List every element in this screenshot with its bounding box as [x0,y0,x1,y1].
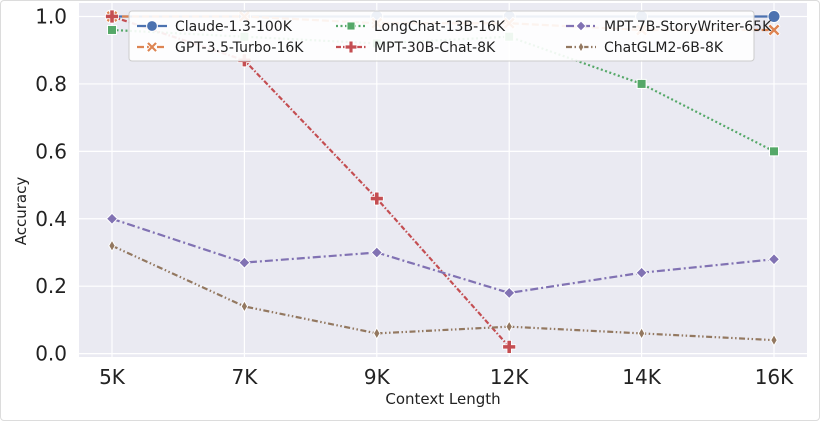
y-tick-label: 0.4 [35,207,67,231]
legend-label: Claude-1.3-100K [175,19,293,35]
legend: Claude-1.3-100K GPT-3.5-Turbo-16K LongChat… [128,10,772,62]
y-tick-label: 1.0 [35,4,67,28]
series-line [111,15,511,348]
legend-item: GPT-3.5-Turbo-16K [137,40,304,56]
legend-item: MPT-7B-StoryWriter-65K [566,19,772,35]
legend-marker [146,20,158,32]
series-chatglm2-6b-8k [108,239,778,347]
data-point [369,191,384,206]
data-point [770,333,778,347]
series-line [111,244,775,342]
y-tick-label: 0.8 [35,72,67,96]
y-tick-label: 0.2 [35,274,67,298]
legend-item: LongChat-13B-16K [336,19,506,35]
x-tick-labels: 5K 7K 9K 12K 14K 16K [99,365,794,389]
legend-item: Claude-1.3-100K [137,19,293,35]
data-point [769,146,779,157]
x-tick-label: 9K [364,365,391,389]
legend-label: MPT-7B-StoryWriter-65K [604,19,772,35]
data-point [505,320,513,334]
x-tick-label: 5K [99,365,126,389]
data-point [502,339,517,354]
x-tick-label: 12K [490,365,529,389]
data-point [502,286,516,300]
data-point [108,239,116,253]
legend-marker [146,41,158,53]
data-point [767,23,781,37]
legend-label: ChatGLM2-6B-8K [604,40,724,56]
legend-item: MPT-30B-Chat-8K [336,40,496,56]
legend-box [128,10,755,62]
legend-label: LongChat-13B-16K [374,19,506,35]
data-point [373,326,381,340]
y-tick-label: 0.0 [35,342,67,366]
data-point [767,9,781,23]
x-axis-label: Context Length [385,390,500,408]
data-point [767,253,781,266]
data-point [238,256,251,269]
data-point [637,326,646,340]
legend-item: ChatGLM2-6B-8K [566,40,724,56]
legend-marker [575,20,587,32]
legend-label: GPT-3.5-Turbo-16K [175,40,304,56]
x-tick-label: 7K [231,365,258,389]
data-point [636,78,647,89]
series-line [111,217,775,295]
data-point [370,246,384,259]
data-point [105,212,119,225]
data-point [635,266,648,279]
y-axis-label: Accuracy [12,177,30,246]
legend-marker [346,21,356,31]
data-point [105,9,119,24]
plot-area [79,3,807,357]
x-tick-label: 14K [622,365,661,389]
legend-marker [344,40,358,54]
y-tick-labels: 0.0 0.2 0.4 0.6 0.8 1.0 [35,4,67,365]
x-tick-label: 16K [755,365,794,389]
y-tick-label: 0.6 [35,139,67,163]
data-point [107,24,117,35]
legend-label: MPT-30B-Chat-8K [374,40,496,56]
legend-marker [577,41,585,53]
series-mpt-7b-storywriter-65k [105,212,781,300]
series-line [111,28,775,153]
data-point [240,299,249,313]
